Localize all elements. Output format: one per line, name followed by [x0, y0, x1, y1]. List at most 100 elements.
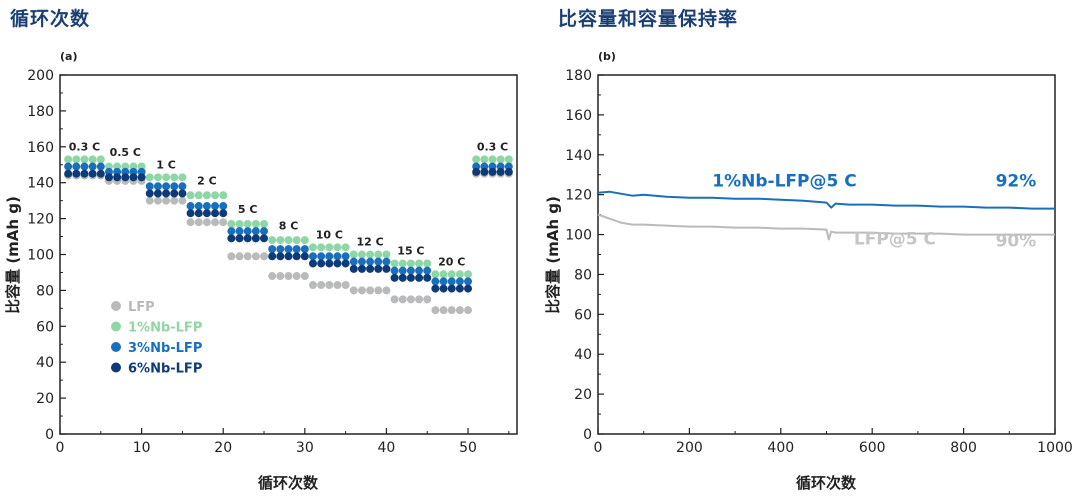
annotation-label: LFP@5 C [854, 230, 936, 250]
legend-marker [111, 342, 121, 352]
nb6-point [341, 259, 350, 268]
lfp-point [398, 295, 407, 304]
lfp-point [406, 295, 415, 304]
nb6-point [251, 234, 260, 243]
annotation-label: 1%Nb-LFP@5 C [712, 172, 856, 192]
nb1-point [496, 155, 505, 164]
y-tick-label: 60 [36, 319, 54, 335]
nb1-point [260, 219, 269, 228]
nb3-point [260, 227, 269, 236]
legend-marker [111, 321, 121, 332]
nb3-point [202, 202, 211, 211]
lfp-point [153, 196, 162, 205]
lfp-point [186, 218, 195, 227]
rate-label: 5 C [238, 203, 258, 216]
lfp-point [308, 281, 317, 290]
nb3-point [268, 245, 277, 254]
nb6-point [464, 284, 473, 293]
nb1-point [178, 173, 187, 182]
nb6-point [96, 169, 105, 178]
y-tick-label: 60 [574, 307, 592, 323]
nb1-point [325, 243, 334, 252]
lfp-point [447, 306, 456, 315]
nb1-point [194, 191, 203, 200]
lfp-point [178, 196, 187, 205]
chart-b: (b) 0 20 40 60 80 100 120 140 160 180 0 200 400 600 80… [544, 50, 1073, 492]
nb3-point [374, 257, 383, 266]
y-tick-label: 100 [27, 248, 54, 264]
rate-label: 10 C [316, 228, 343, 241]
nb1-point [170, 173, 179, 182]
nb1-point [415, 259, 424, 268]
lfp-point [357, 286, 366, 295]
nb1-point [276, 236, 285, 245]
nb1-point [504, 155, 513, 164]
nb3-point [235, 227, 244, 236]
lfp-point [227, 252, 236, 261]
lfp-point [194, 218, 203, 227]
nb6-point [472, 167, 481, 176]
lfp-point [162, 196, 171, 205]
nb1-point [211, 191, 220, 200]
rate-label: 0.3 C [69, 140, 100, 153]
lfp-point [325, 281, 334, 290]
nb6-point [431, 284, 440, 293]
nb6-point [357, 264, 366, 273]
x-tick-label: 400 [767, 440, 794, 456]
rate-label: 1 C [156, 158, 176, 171]
lfp-point [455, 306, 464, 315]
y-tick-label: 20 [574, 387, 592, 403]
lfp-point [341, 281, 350, 290]
nb3-point [366, 257, 375, 266]
nb1-point [72, 155, 81, 164]
x-axis-label-b: 循环次数 [796, 474, 857, 492]
nb3-point [349, 257, 358, 266]
nb1-point [423, 259, 432, 268]
nb1-point [80, 155, 89, 164]
lfp-point [292, 272, 301, 281]
y-tick-label: 140 [565, 148, 592, 164]
nb1-point [243, 219, 252, 228]
nb6-point [366, 264, 375, 273]
panel-label-a: (a) [60, 50, 77, 63]
nb3-point [251, 227, 260, 236]
rate-label: 8 C [279, 219, 299, 232]
nb6-point [137, 173, 146, 182]
y-tick-label: 80 [574, 267, 592, 283]
nb1-point [300, 236, 309, 245]
x-tick-label: 30 [296, 440, 314, 456]
nb6-point [260, 234, 269, 243]
nb6-point [504, 167, 513, 176]
nb1-point [162, 173, 171, 182]
legend-label: 3%Nb-LFP [128, 341, 202, 356]
lfp-point [170, 196, 179, 205]
lfp-point [390, 295, 399, 304]
nb6-point [439, 284, 448, 293]
x-tick-label: 50 [459, 440, 477, 456]
nb1-point [153, 173, 162, 182]
lfp-point [260, 252, 269, 261]
nb6-point [211, 209, 220, 218]
nb6-point [268, 252, 277, 261]
nb6-point [480, 167, 489, 176]
chart-a: (a) 0 20 40 60 80 100 120 140 160 180 200 0 10 20 30 40… [4, 50, 518, 492]
nb3-point [382, 257, 391, 266]
nb6-point [104, 173, 113, 182]
nb1-point [480, 155, 489, 164]
nb3-point [80, 162, 89, 171]
x-tick-label: 40 [378, 440, 396, 456]
nb1-point [202, 191, 211, 200]
nb1-point [251, 219, 260, 228]
y-tick-label: 0 [45, 427, 54, 443]
nb1-point [341, 243, 350, 252]
nb6-point [325, 259, 334, 268]
lfp-point [251, 252, 260, 261]
nb1-point [488, 155, 497, 164]
y-tick-label: 120 [565, 188, 592, 204]
nb1-point [308, 243, 317, 252]
nb3-point [72, 162, 81, 171]
y-tick-label: 120 [27, 212, 54, 228]
nb3-point [145, 182, 154, 191]
nb1-point [268, 236, 277, 245]
lfp-point [439, 306, 448, 315]
